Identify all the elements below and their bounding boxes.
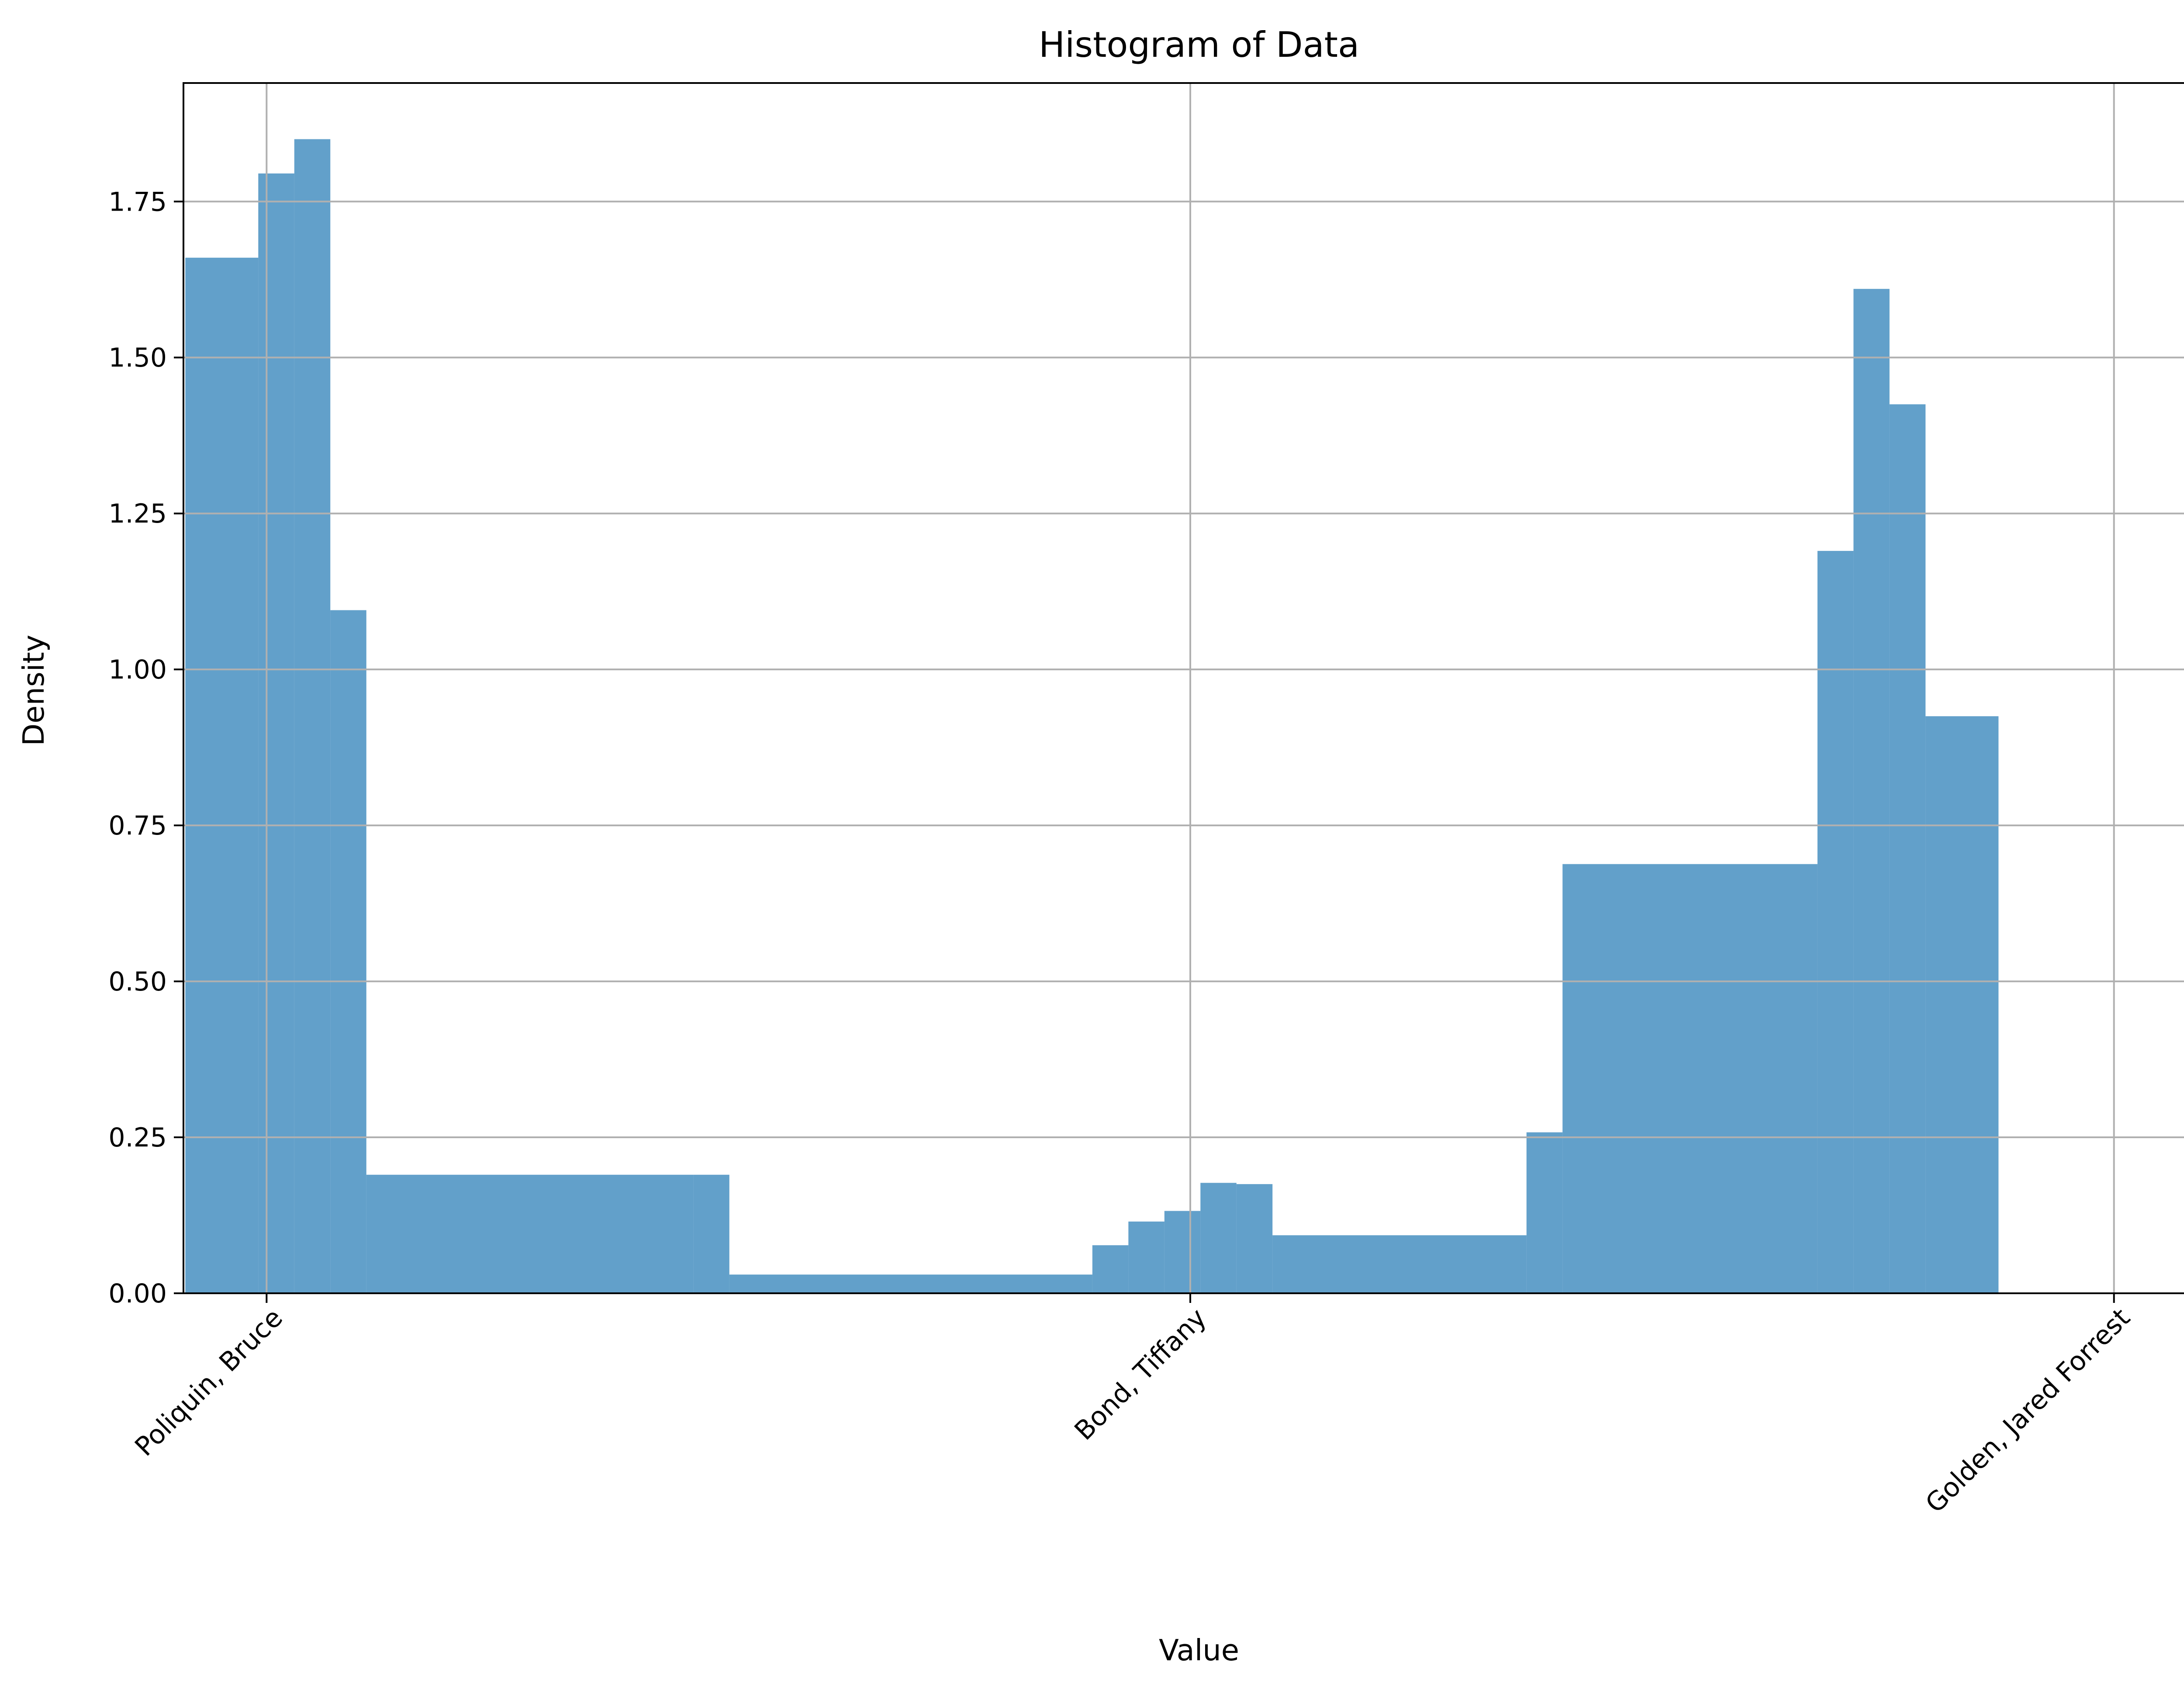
y-tick-label-5: 1.25 xyxy=(108,499,167,529)
histogram-bar-3 xyxy=(330,610,366,1293)
grid-overlay xyxy=(183,83,2184,1294)
y-tick-label-7: 1.75 xyxy=(108,187,167,217)
histogram-bar-10 xyxy=(1200,1183,1237,1293)
histogram-bar-1 xyxy=(258,173,294,1293)
x-axis-label: Value xyxy=(1159,1633,1239,1667)
histogram-bar-9 xyxy=(1164,1211,1201,1293)
chart-title: Histogram of Data xyxy=(1039,24,1359,65)
y-tick-label-3: 0.75 xyxy=(108,810,167,841)
histogram-bar-5 xyxy=(693,1174,729,1293)
histogram-bar-6 xyxy=(729,1274,1092,1293)
y-tick-label-2: 0.50 xyxy=(108,966,167,997)
histogram-bar-2 xyxy=(294,139,331,1294)
x-tick-label-2: Golden, Jared Forrest xyxy=(1920,1302,2136,1519)
histogram-bar-11 xyxy=(1236,1184,1273,1293)
histogram-bars xyxy=(185,139,1999,1294)
histogram-bar-7 xyxy=(1092,1245,1129,1293)
histogram-bar-17 xyxy=(1889,404,1926,1294)
y-tick-label-1: 0.25 xyxy=(108,1122,167,1153)
histogram-bar-14 xyxy=(1562,864,1818,1293)
y-tick-label-4: 1.00 xyxy=(108,655,167,685)
histogram-bar-4 xyxy=(366,1174,694,1293)
histogram-bar-15 xyxy=(1817,551,1854,1293)
histogram-bar-16 xyxy=(1853,289,1890,1293)
y-tick-label-0: 0.00 xyxy=(108,1278,167,1309)
x-tick-label-1: Bond, Tiffany xyxy=(1069,1302,1213,1446)
histogram-bar-0 xyxy=(185,257,259,1293)
histogram-bar-8 xyxy=(1128,1221,1165,1293)
x-tick-label-0: Poliquin, Bruce xyxy=(129,1302,288,1462)
histogram-bar-13 xyxy=(1526,1132,1563,1293)
histogram-bar-18 xyxy=(1925,716,1999,1293)
histogram-bar-12 xyxy=(1272,1235,1527,1293)
y-axis-label: Density xyxy=(17,635,51,746)
y-tick-label-6: 1.50 xyxy=(108,343,167,373)
